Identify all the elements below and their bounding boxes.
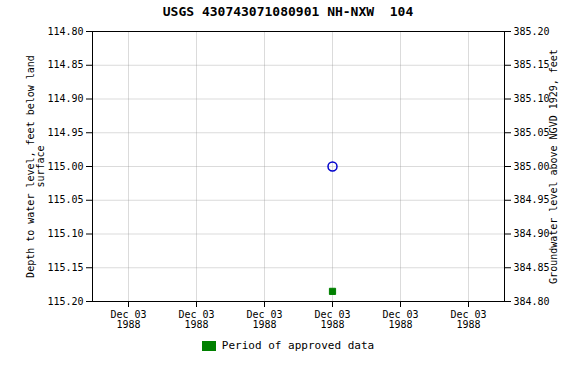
svg-text:Depth to water level, feet bel: Depth to water level, feet below landsur… [25,55,46,278]
svg-text:115.15: 115.15 [47,262,83,273]
svg-text:385.15: 385.15 [514,59,550,70]
svg-text:Dec 031988: Dec 031988 [450,309,486,330]
svg-text:Dec 031988: Dec 031988 [110,309,146,330]
svg-text:384.80: 384.80 [514,296,550,307]
svg-text:Dec 031988: Dec 031988 [178,309,214,330]
svg-text:384.85: 384.85 [514,262,550,273]
svg-text:115.05: 115.05 [47,194,83,205]
svg-text:Dec 031988: Dec 031988 [246,309,282,330]
svg-text:Dec 031988: Dec 031988 [314,309,350,330]
svg-text:115.20: 115.20 [47,296,83,307]
svg-text:114.90: 114.90 [47,93,83,104]
svg-text:384.95: 384.95 [514,194,550,205]
svg-text:114.80: 114.80 [47,26,83,37]
svg-text:115.10: 115.10 [47,228,83,239]
html-text:Period of approved data: Period of approved data [221,339,375,352]
html-text:USGS 430743071080901 NH-NXW 10: USGS 430743071080901 NH-NXW 104 [162,4,414,19]
svg-text:385.10: 385.10 [514,93,550,104]
svg-text:385.05: 385.05 [514,127,550,138]
svg-text:114.95: 114.95 [47,127,83,138]
svg-text:115.00: 115.00 [47,161,83,172]
svg-text:Groundwater level above NGVD 1: Groundwater level above NGVD 1929, feet [548,49,559,284]
svg-text:384.90: 384.90 [514,228,550,239]
svg-text:385.20: 385.20 [514,26,550,37]
svg-text:114.85: 114.85 [47,59,83,70]
svg-text:Dec 031988: Dec 031988 [382,309,418,330]
svg-text:385.00: 385.00 [514,161,550,172]
